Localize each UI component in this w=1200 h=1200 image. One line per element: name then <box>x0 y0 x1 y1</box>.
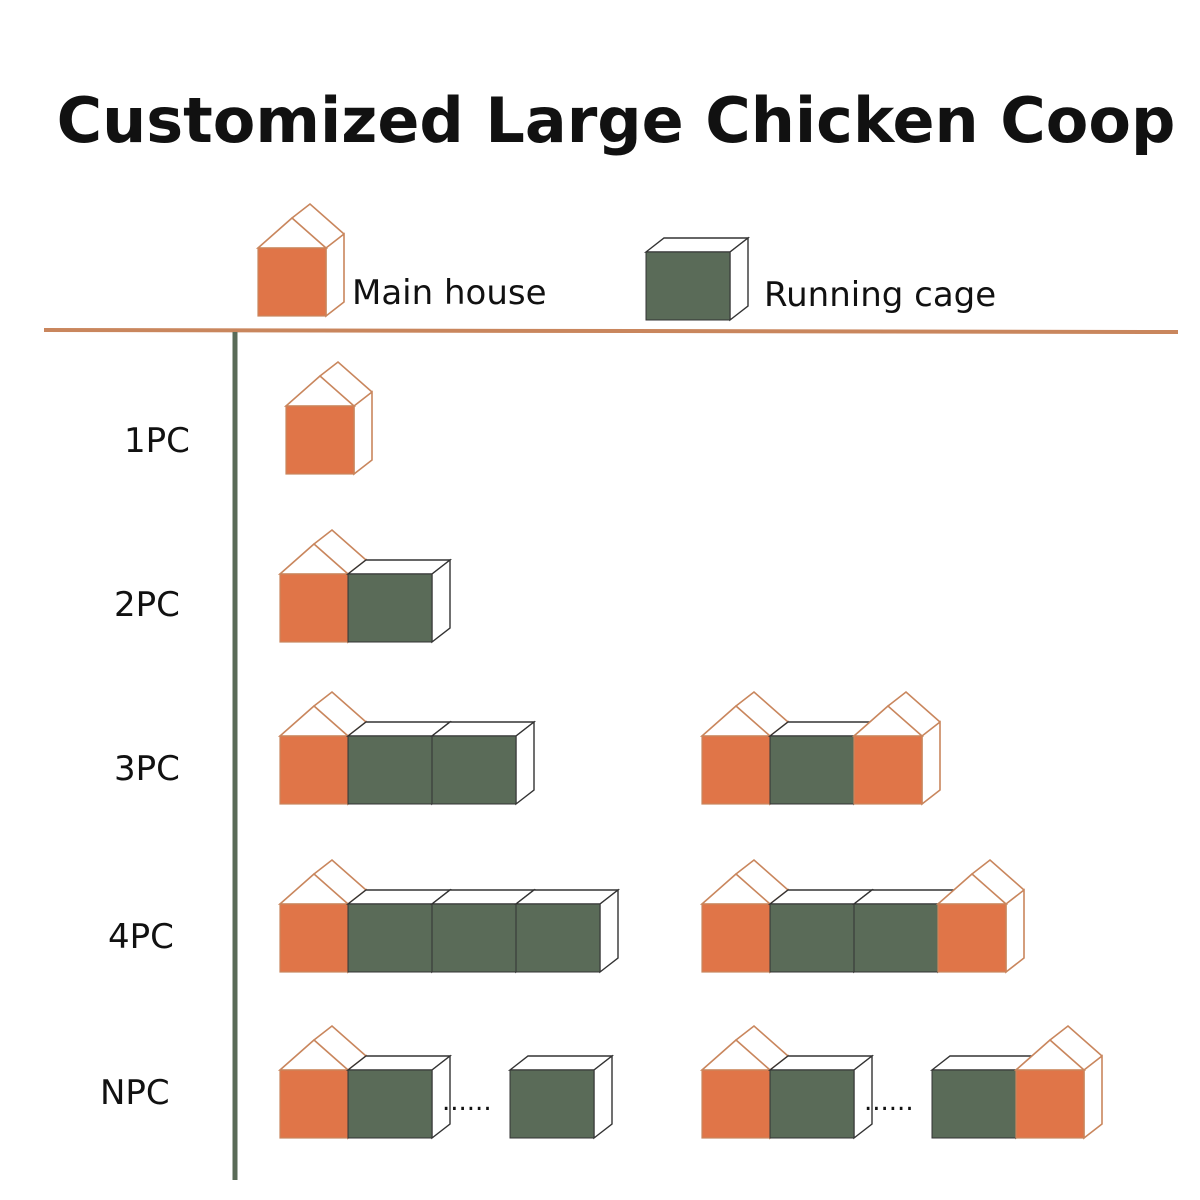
running-cage-icon <box>507 1054 615 1140</box>
legend: Main house Running cage <box>255 202 996 322</box>
row-label-4pc: 4PC <box>108 917 174 957</box>
main-house-icon <box>851 690 941 806</box>
main-house-icon <box>255 202 345 318</box>
running-cage-icon <box>643 236 751 322</box>
config-2pc-1 <box>277 528 453 644</box>
legend-main-house-icon <box>255 202 345 318</box>
main-house-icon <box>283 360 373 476</box>
header-divider <box>43 328 1179 334</box>
running-cage-icon <box>429 720 537 806</box>
row-label-1pc: 1PC <box>124 421 190 461</box>
running-cage-icon <box>345 1054 453 1140</box>
config-4pc-1 <box>277 858 621 974</box>
row-label-npc: NPC <box>100 1073 170 1113</box>
running-cage-icon <box>929 1054 1037 1140</box>
page-title: Customized Large Chicken Coop <box>57 84 1176 157</box>
config-1pc-1 <box>283 360 373 476</box>
config-3pc-2 <box>699 690 941 806</box>
running-cage-icon <box>345 558 453 644</box>
config-npc-2: ...... <box>699 1024 1103 1140</box>
running-cage-icon <box>513 888 621 974</box>
legend-running-cage-icon <box>643 236 751 322</box>
running-cage-icon <box>767 1054 875 1140</box>
config-4pc-2 <box>699 858 1025 974</box>
ellipsis-text: ...... <box>442 1087 492 1117</box>
legend-main-house-label: Main house <box>352 273 547 313</box>
legend-running-cage-label: Running cage <box>764 275 996 315</box>
main-house-icon <box>1013 1024 1103 1140</box>
config-3pc-1 <box>277 690 537 806</box>
main-house-icon <box>935 858 1025 974</box>
row-label-3pc: 3PC <box>114 749 180 789</box>
config-npc-1: ...... <box>277 1024 615 1140</box>
row-label-2pc: 2PC <box>114 585 180 625</box>
configurations: ............ <box>277 360 1103 1140</box>
ellipsis-text: ...... <box>864 1087 914 1117</box>
